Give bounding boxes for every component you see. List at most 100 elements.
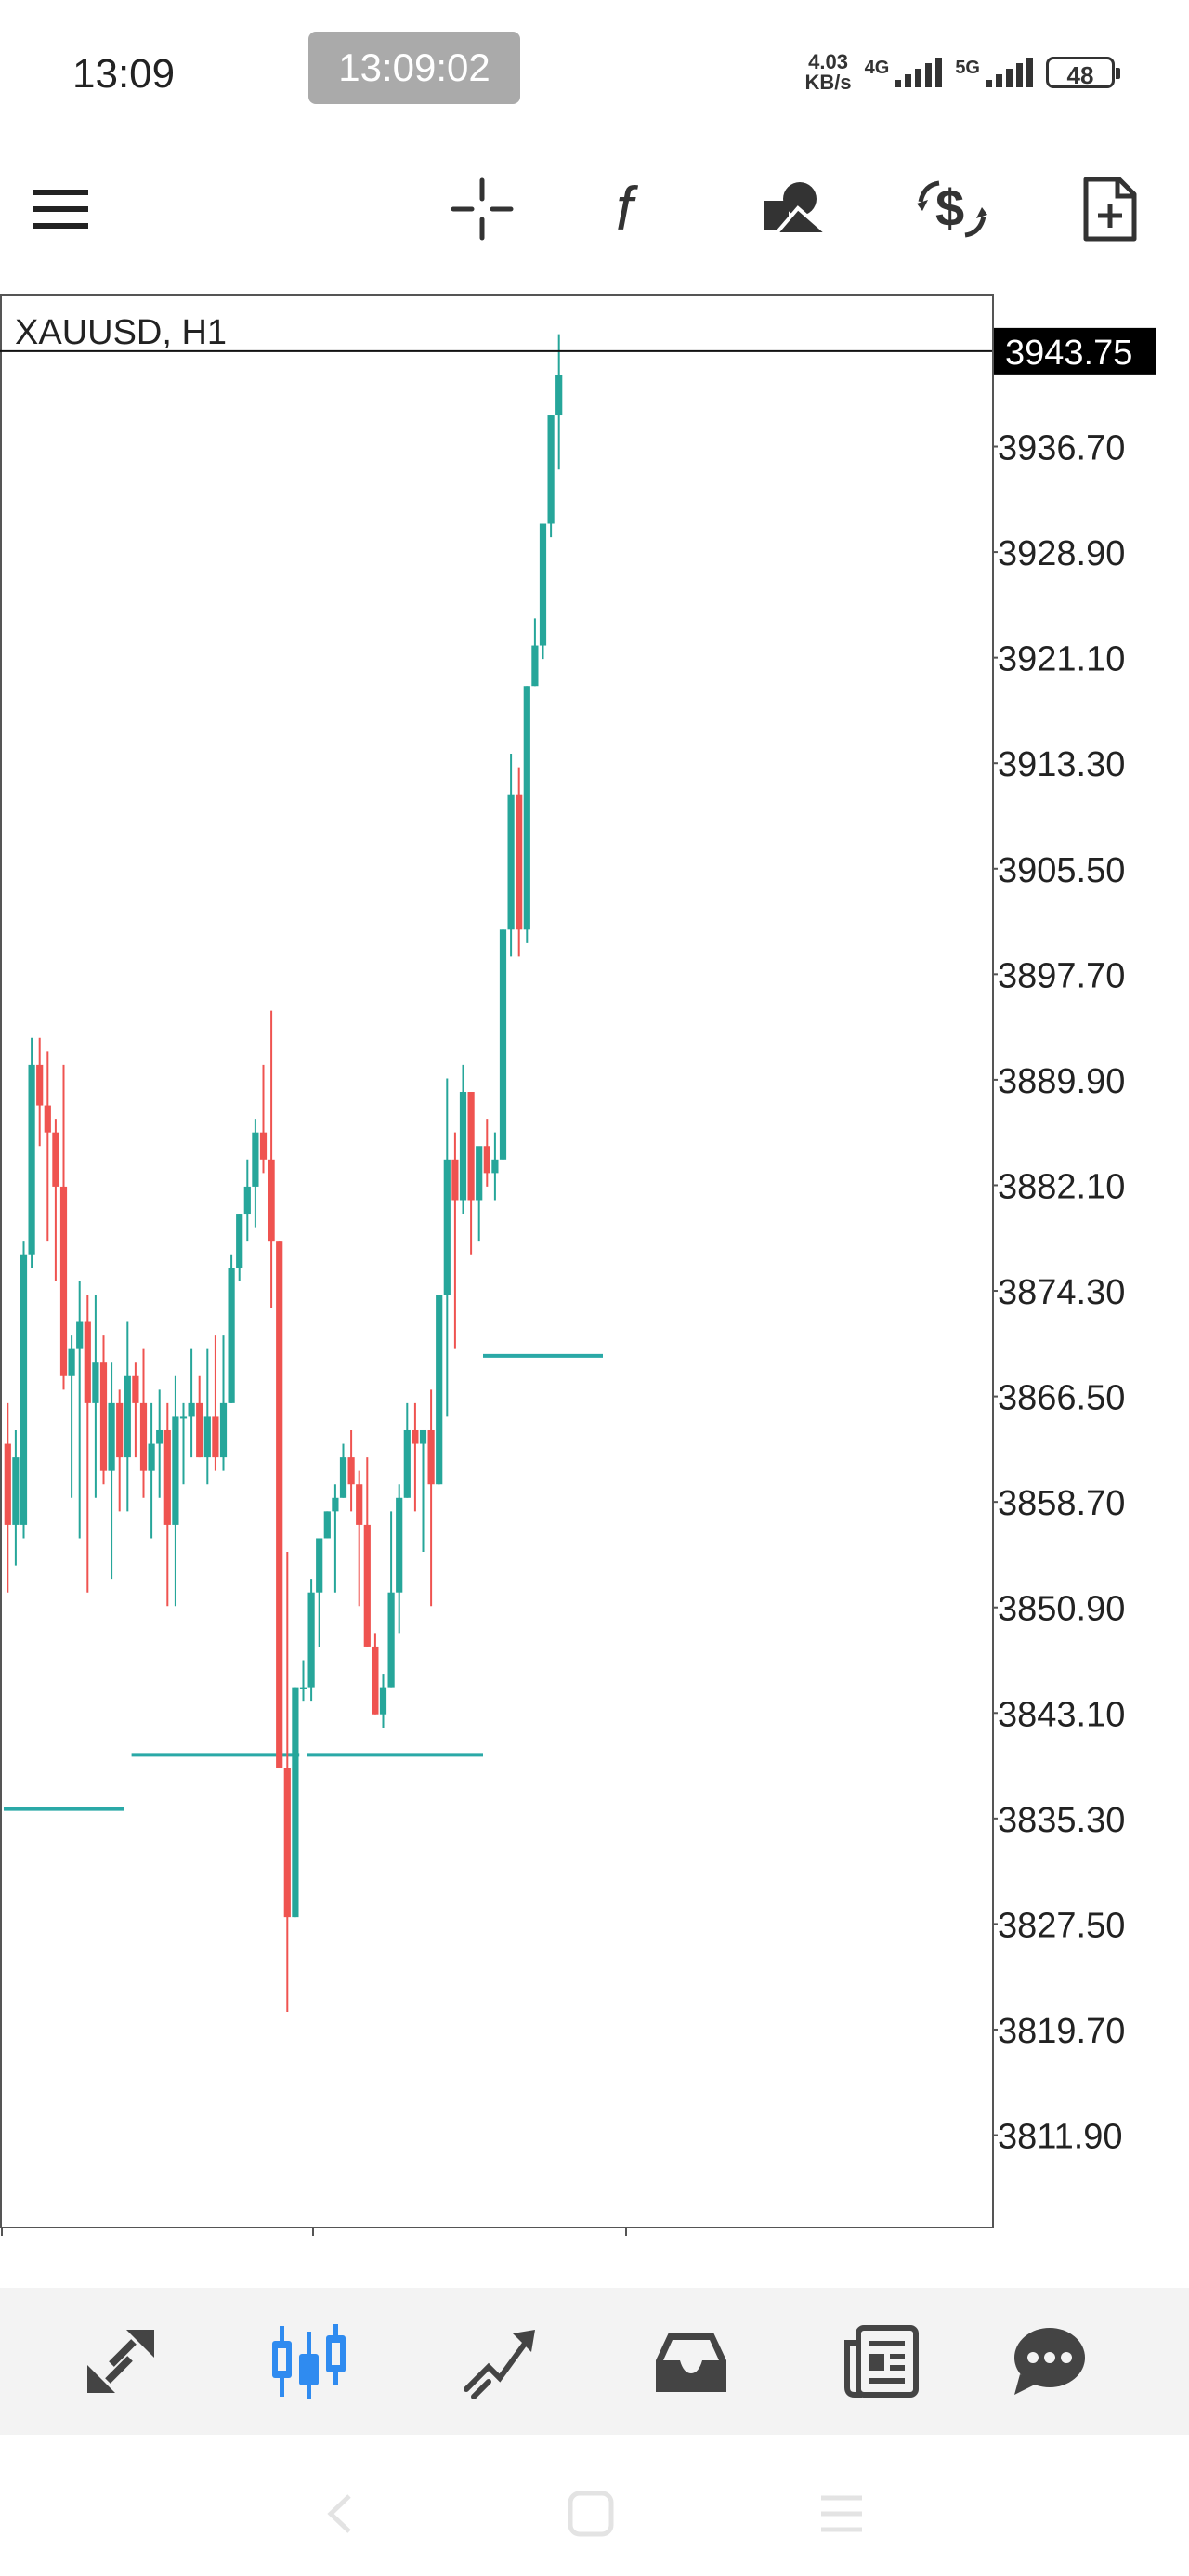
y-tick-label: 3936.70 [998,429,1125,468]
signal-5g-label: 5G [955,58,980,78]
candle [283,1552,291,2013]
candle-body [347,1457,355,1485]
candle-body [84,1321,91,1403]
candle [476,1146,483,1242]
candle [52,1119,59,1281]
nav-history[interactable] [626,2288,756,2435]
candlestick-chart[interactable]: 3936.70 3928.90 3921.10 3913.30 3905.50 3897.… [0,294,1189,2281]
quotes-icon [87,2330,154,2393]
candle [316,1538,323,1647]
candle [307,1579,315,1702]
svg-text:f: f [616,176,639,243]
status-bar: 13:09 13:09:02 4.03 KB/s 4G 5G 48 [0,0,1189,139]
candle [436,1295,443,1485]
candle [76,1281,84,1539]
candle [219,1335,228,1471]
candle-body [467,1092,475,1201]
candle-body [323,1511,331,1539]
candle-body [188,1402,195,1417]
candle-body [276,1241,283,1768]
candle-body [68,1348,75,1376]
crosshair-icon [451,177,514,241]
candle-body [28,1064,35,1255]
candle-body [396,1497,403,1593]
candle [84,1295,91,1593]
nav-chart[interactable] [243,2288,373,2435]
candle-body [412,1429,419,1444]
signal-5g-icon: 5G [955,58,1033,87]
candle-body [268,1159,275,1242]
candle [196,1375,203,1458]
candle [28,1037,35,1268]
candle-body [172,1416,179,1525]
candle [451,1132,459,1349]
y-tick-label: 3913.30 [998,745,1125,784]
candle-body [36,1064,44,1106]
svg-text:$: $ [935,178,964,237]
candle-body [483,1146,490,1174]
candle [156,1389,163,1498]
candle [228,1254,235,1403]
candle [443,1078,451,1417]
candle [188,1348,195,1458]
objects-button[interactable] [745,158,847,260]
clock-overlay: 13:09:02 [308,32,520,104]
candle [243,1159,251,1242]
candle-body [387,1592,395,1688]
candle [172,1375,179,1607]
candle-body [539,523,547,646]
candle [412,1402,419,1512]
nav-trade[interactable] [435,2288,565,2435]
candle [372,1633,379,1715]
new-order-button[interactable] [1059,158,1161,260]
y-tick-label: 3819.70 [998,2012,1125,2051]
candle [148,1402,155,1539]
y-tick-label: 3843.10 [998,1695,1125,1734]
candle [268,1010,275,1308]
candle-body [436,1295,443,1485]
crosshair-button[interactable] [431,158,533,260]
candle [212,1335,219,1471]
candle-body [228,1268,235,1403]
y-tick-label: 3835.30 [998,1801,1125,1840]
candle [203,1348,211,1485]
candle [44,1051,51,1242]
candle [4,1402,11,1593]
nav-quotes[interactable] [56,2288,186,2435]
candle-body [307,1592,315,1688]
battery-icon: 48 [1046,57,1120,89]
candle-body [476,1146,483,1201]
new-order-icon [1083,177,1137,242]
candle [36,1037,44,1147]
candle [347,1429,355,1512]
candle-body [523,686,530,930]
candle-body [427,1429,435,1485]
battery-level: 48 [1066,61,1094,89]
network-speed: 4.03 KB/s [805,52,852,93]
candle [419,1429,427,1553]
plot-frame [0,294,994,2228]
candle [68,1335,75,1498]
candle [259,1064,268,1174]
system-recents-button[interactable] [804,2477,879,2551]
candle [356,1470,363,1607]
indicators-button[interactable]: f [587,158,689,260]
nav-messages[interactable] [985,2288,1115,2435]
candle [276,1241,283,1768]
nav-news[interactable] [816,2288,946,2435]
system-back-button[interactable] [303,2477,377,2551]
candle [139,1348,148,1498]
menu-button[interactable] [9,158,111,260]
chart-icon [272,2324,346,2399]
system-home-button[interactable] [554,2477,628,2551]
candle-body [139,1402,148,1471]
chart-toolbar: f $ [0,158,1189,260]
trade-button[interactable]: $ [901,158,1003,260]
bottom-navigation [0,2288,1189,2435]
recents-icon [821,2495,862,2532]
dollar-exchange-icon: $ [917,178,987,238]
candle [124,1321,131,1512]
chart-area[interactable]: 3936.70 3928.90 3921.10 3913.30 3905.50 3897.… [0,294,1189,2281]
candle [467,1092,475,1255]
candle [179,1402,188,1485]
